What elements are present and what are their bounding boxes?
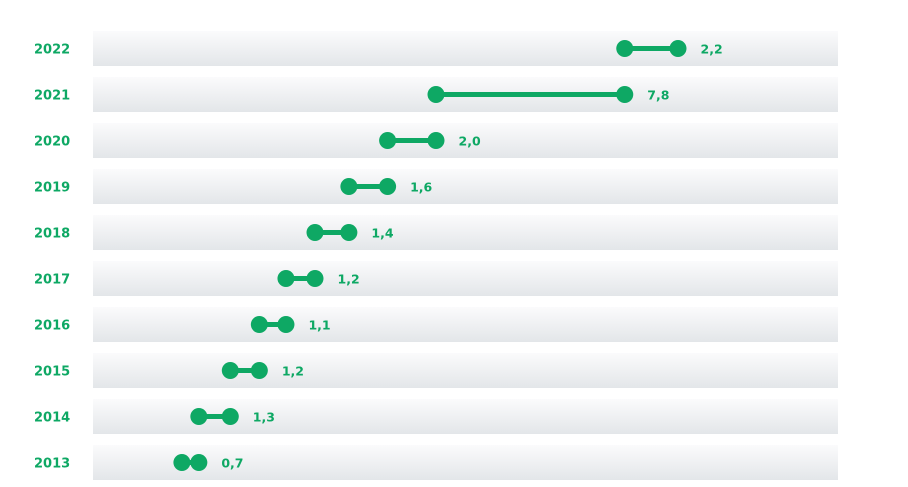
year-label-2018: 2018 bbox=[34, 227, 70, 242]
start-point-2019 bbox=[340, 178, 358, 195]
year-label-2020: 2020 bbox=[34, 135, 70, 150]
end-point-2016 bbox=[277, 316, 295, 333]
value-label-2014: 1,3 bbox=[253, 410, 275, 425]
row-band-2013 bbox=[93, 445, 838, 480]
year-label-2016: 2016 bbox=[34, 319, 70, 334]
dumbbell-marks bbox=[173, 40, 687, 471]
row-band-2018 bbox=[93, 215, 838, 250]
row-band-2017 bbox=[93, 261, 838, 296]
end-point-2022 bbox=[669, 40, 687, 57]
value-label-2013: 0,7 bbox=[221, 456, 243, 471]
row-band-2019 bbox=[93, 169, 838, 204]
end-point-2021 bbox=[616, 86, 634, 103]
value-label-2022: 2,2 bbox=[701, 42, 723, 57]
value-label-2019: 1,6 bbox=[410, 180, 432, 195]
end-point-2013 bbox=[190, 454, 208, 471]
value-label-2017: 1,2 bbox=[338, 272, 360, 287]
start-point-2020 bbox=[379, 132, 397, 149]
year-label-2014: 2014 bbox=[34, 411, 70, 426]
end-point-2018 bbox=[340, 224, 358, 241]
end-point-2019 bbox=[379, 178, 397, 195]
value-label-2016: 1,1 bbox=[308, 318, 330, 333]
year-label-2017: 2017 bbox=[34, 273, 70, 288]
value-label-2015: 1,2 bbox=[282, 364, 304, 379]
start-point-2018 bbox=[306, 224, 324, 241]
start-point-2017 bbox=[277, 270, 295, 287]
start-point-2015 bbox=[221, 362, 239, 379]
start-point-2016 bbox=[250, 316, 268, 333]
start-point-2013 bbox=[173, 454, 191, 471]
start-point-2014 bbox=[190, 408, 208, 425]
end-point-2015 bbox=[250, 362, 268, 379]
end-point-2020 bbox=[427, 132, 445, 149]
value-label-2018: 1,4 bbox=[371, 226, 393, 241]
value-label-2020: 2,0 bbox=[459, 134, 481, 149]
end-point-2017 bbox=[306, 270, 324, 287]
end-point-2014 bbox=[221, 408, 239, 425]
row-band-2022 bbox=[93, 31, 838, 66]
start-point-2021 bbox=[427, 86, 445, 103]
row-band-2020 bbox=[93, 123, 838, 158]
year-label-2015: 2015 bbox=[34, 365, 70, 380]
year-label-2019: 2019 bbox=[34, 181, 70, 196]
row-band-2016 bbox=[93, 307, 838, 342]
row-band-2015 bbox=[93, 353, 838, 388]
value-label-2021: 7,8 bbox=[647, 88, 669, 103]
year-label-2013: 2013 bbox=[34, 457, 70, 472]
year-label-2021: 2021 bbox=[34, 89, 70, 104]
year-label-2022: 2022 bbox=[34, 43, 70, 58]
chart-labels: 2022 2,2 2021 7,8 2020 2,0 2019 1,6 2018 1,4 2017 1… bbox=[34, 42, 723, 472]
start-point-2022 bbox=[616, 40, 634, 57]
